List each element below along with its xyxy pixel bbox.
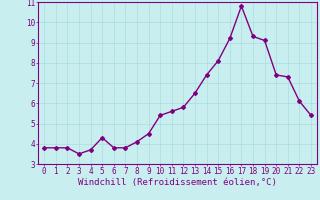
X-axis label: Windchill (Refroidissement éolien,°C): Windchill (Refroidissement éolien,°C) (78, 178, 277, 187)
